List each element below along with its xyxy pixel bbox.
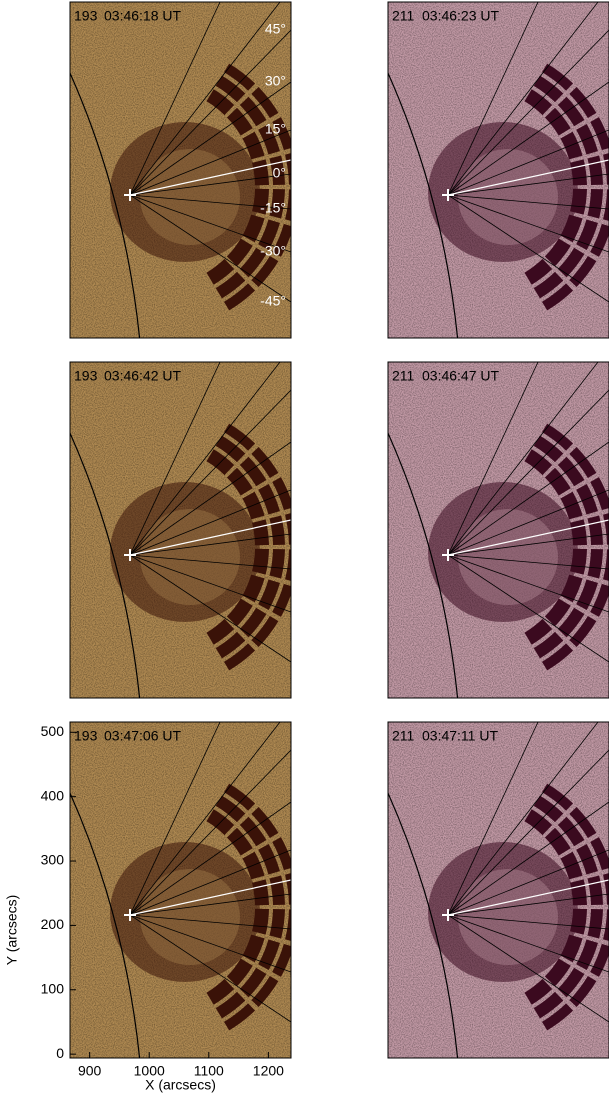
x-axis-label: X (arcsecs): [145, 1077, 216, 1093]
y-tick-label: 300: [41, 852, 65, 868]
time-label: 03:47:06 UT: [104, 728, 181, 744]
time-label: 03:46:18 UT: [104, 8, 181, 24]
image-panel: 211 03:46:47 UT: [383, 362, 609, 702]
y-tick-label: 0: [56, 1045, 64, 1061]
image: [383, 2, 609, 342]
image: [383, 722, 609, 1062]
angle-label: 0°: [273, 165, 286, 181]
time-label: 03:46:42 UT: [104, 368, 181, 384]
y-tick-label: 500: [41, 723, 65, 739]
angle-label: -45°: [260, 293, 286, 309]
time-label: 03:46:23 UT: [422, 8, 499, 24]
angle-label: 15°: [265, 121, 286, 137]
y-tick-label: 200: [41, 916, 65, 932]
image-panel: 193 03:46:42 UT: [65, 362, 299, 702]
image: [65, 2, 299, 342]
angle-label: -30°: [260, 243, 286, 259]
image-panel: 211 03:47:11 UT: [383, 722, 609, 1062]
angle-label: -15°: [260, 200, 286, 216]
angle-label: 45°: [265, 21, 286, 37]
time-label: 03:46:47 UT: [422, 368, 499, 384]
angle-label: 30°: [265, 73, 286, 89]
image-panel: 211 03:46:23 UT: [383, 2, 609, 342]
image-panel: 193 03:46:18 UT 45° 30° 15° 0° -15° -30° -45°: [65, 2, 299, 342]
y-tick-label: 400: [41, 787, 65, 803]
y-tick-label: 100: [41, 980, 65, 996]
image: [383, 362, 609, 702]
band-label: 193: [74, 8, 98, 24]
band-label: 193: [74, 368, 98, 384]
x-tick-label: 1200: [253, 1063, 284, 1079]
band-label: 211: [392, 368, 415, 384]
image: [65, 722, 299, 1062]
y-axis-label: Y (arcsecs): [4, 895, 20, 966]
band-label: 211: [392, 728, 415, 744]
band-label: 211: [392, 8, 415, 24]
band-label: 193: [74, 728, 98, 744]
x-tick-label: 900: [78, 1063, 102, 1079]
time-label: 03:47:11 UT: [422, 728, 498, 744]
figure: 193 03:46:18 UT 45° 30° 15° 0° -15° -30° -45° 211…: [0, 0, 609, 1103]
image: [65, 362, 299, 702]
